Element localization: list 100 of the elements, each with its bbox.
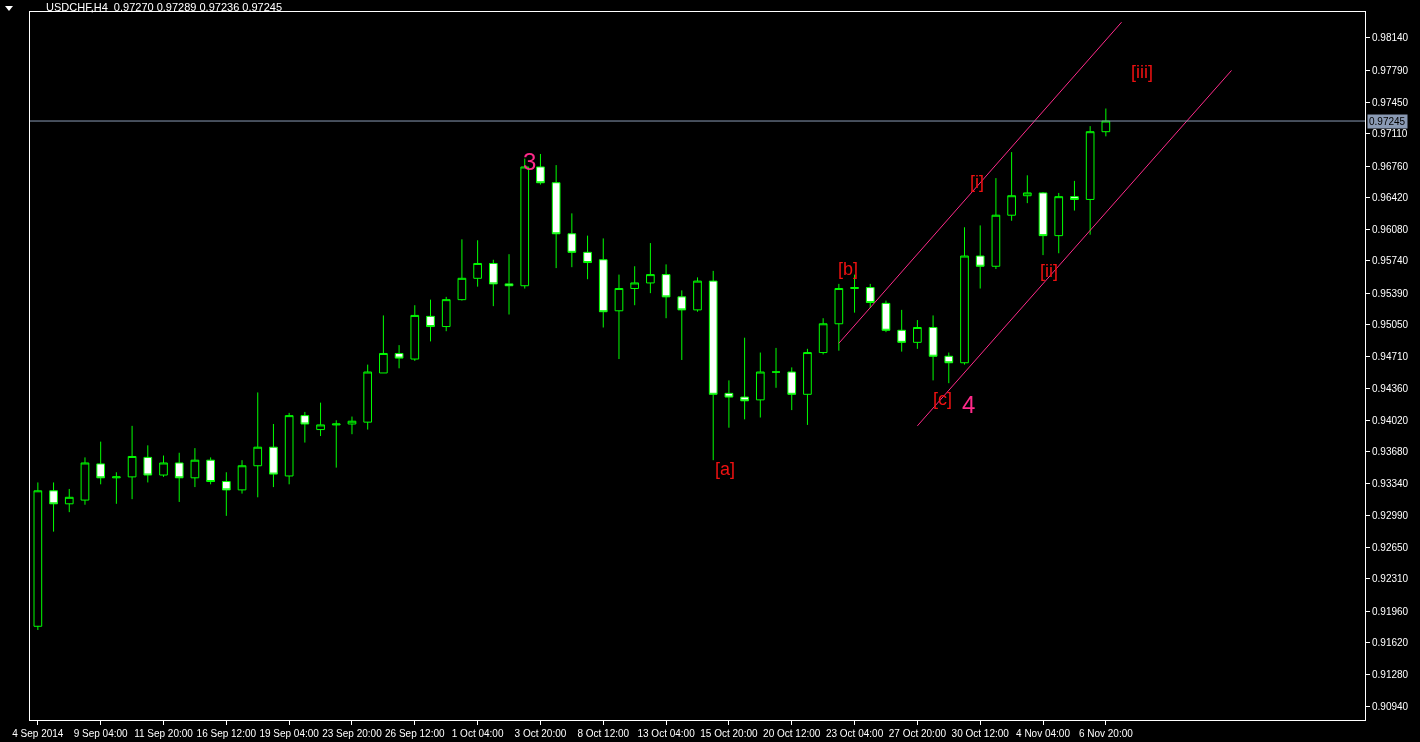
candlestick bbox=[928, 314, 938, 381]
y-tick-label: 0.97450 bbox=[1372, 96, 1409, 108]
y-tick-label: 0.96760 bbox=[1372, 160, 1409, 172]
y-tick-label: 0.94710 bbox=[1372, 350, 1409, 362]
candlestick bbox=[316, 402, 325, 437]
y-tick-label: 0.90940 bbox=[1372, 700, 1409, 712]
candlestick bbox=[551, 164, 561, 269]
candlestick bbox=[143, 444, 153, 483]
candlestick bbox=[237, 459, 247, 495]
candlestick bbox=[724, 379, 734, 429]
y-tick-label: 0.95740 bbox=[1372, 255, 1409, 267]
annotation: [i] bbox=[970, 172, 985, 192]
x-tick-label: 4 Sep 2014 bbox=[12, 728, 64, 739]
candlestick bbox=[1022, 174, 1032, 204]
candlestick bbox=[64, 488, 74, 513]
candlestick bbox=[441, 296, 451, 332]
candlestick bbox=[174, 452, 184, 503]
candlestick bbox=[818, 317, 828, 355]
candlestick bbox=[206, 456, 215, 485]
y-tick-label: 0.96420 bbox=[1372, 192, 1409, 204]
candlestick bbox=[755, 352, 765, 418]
candlestick bbox=[1085, 125, 1095, 236]
x-tick-label: 3 Oct 20:00 bbox=[514, 728, 567, 739]
candlestick bbox=[426, 299, 435, 342]
y-tick-label: 0.91620 bbox=[1372, 637, 1409, 649]
y-tick-label: 0.94360 bbox=[1372, 383, 1409, 395]
annotation: [a] bbox=[715, 459, 736, 479]
annotation: [iii] bbox=[1131, 62, 1153, 82]
candlestick bbox=[1054, 192, 1064, 254]
y-tick-label: 0.98140 bbox=[1372, 32, 1409, 44]
candlestick bbox=[473, 239, 482, 288]
candlestick bbox=[331, 419, 341, 469]
candlestick bbox=[630, 265, 640, 306]
candlestick bbox=[583, 235, 592, 280]
y-tick-label: 0.94020 bbox=[1372, 414, 1409, 426]
candlestick bbox=[913, 319, 922, 350]
candlestick bbox=[221, 471, 231, 517]
x-tick-label: 6 Nov 20:00 bbox=[1078, 728, 1134, 739]
candlestick bbox=[96, 441, 106, 485]
x-tick-label: 23 Oct 04:00 bbox=[825, 728, 884, 739]
candlestick bbox=[269, 423, 278, 488]
y-tick-label: 0.91280 bbox=[1372, 669, 1409, 681]
candlestick bbox=[1070, 180, 1079, 212]
x-tick-label: 13 Oct 04:00 bbox=[637, 728, 696, 739]
annotation: [c] bbox=[933, 389, 953, 409]
candlestick bbox=[112, 471, 121, 505]
y-tick-label: 0.91960 bbox=[1372, 605, 1409, 617]
candlestick bbox=[975, 224, 985, 290]
x-tick-label: 20 Oct 12:00 bbox=[763, 728, 821, 739]
candlestick bbox=[865, 283, 875, 309]
candlestick bbox=[300, 411, 310, 444]
x-tick-label: 9 Sep 04:00 bbox=[73, 728, 129, 739]
candlestick bbox=[190, 447, 200, 488]
candlestick bbox=[740, 337, 749, 420]
x-tick-label: 15 Oct 20:00 bbox=[700, 728, 758, 739]
candlestick bbox=[33, 481, 43, 631]
candlestick bbox=[159, 455, 168, 478]
x-tick-label: 30 Oct 12:00 bbox=[951, 728, 1010, 739]
candlestick bbox=[991, 177, 1001, 270]
annotation: 3 bbox=[523, 148, 537, 175]
chart-title: USDCHF,H4 0.97270 0.97289 0.97236 0.97245 bbox=[46, 1, 283, 14]
candlestick bbox=[567, 212, 577, 268]
y-tick-label: 0.93340 bbox=[1372, 477, 1409, 489]
candlestick bbox=[787, 366, 797, 411]
x-tick-label: 19 Sep 04:00 bbox=[259, 728, 320, 739]
candlestick bbox=[1038, 191, 1048, 256]
candlestick bbox=[1101, 108, 1111, 137]
candlestick bbox=[49, 481, 58, 533]
x-tick-label: 16 Sep 12:00 bbox=[196, 728, 257, 739]
annotation: [b] bbox=[838, 259, 859, 279]
y-tick-label: 0.97790 bbox=[1372, 64, 1409, 76]
y-tick-label: 0.97110 bbox=[1372, 128, 1408, 140]
candlestick bbox=[80, 456, 90, 506]
candlestick bbox=[363, 364, 373, 431]
candlestick bbox=[536, 153, 545, 186]
candlestick bbox=[803, 348, 812, 426]
x-tick-label: 11 Sep 20:00 bbox=[134, 728, 194, 739]
y-tick-label: 0.92310 bbox=[1372, 573, 1409, 585]
annotation: 4 bbox=[962, 391, 976, 418]
y-tick-label: 0.93680 bbox=[1372, 446, 1409, 458]
candlestick bbox=[379, 314, 388, 374]
y-tick-label: 0.92990 bbox=[1372, 510, 1409, 522]
candlestick bbox=[410, 304, 420, 362]
candlestick bbox=[488, 259, 498, 307]
x-tick-label: 1 Oct 04:00 bbox=[451, 728, 504, 739]
candlestick bbox=[457, 238, 467, 302]
ref-line-label: 0.97245 bbox=[1369, 116, 1406, 127]
candlestick bbox=[944, 352, 954, 384]
x-tick-label: 27 Oct 20:00 bbox=[888, 728, 947, 739]
annotation: [ii] bbox=[1040, 261, 1058, 281]
candlestick bbox=[834, 283, 844, 352]
candlestick bbox=[897, 309, 907, 353]
x-tick-label: 8 Oct 12:00 bbox=[577, 728, 630, 739]
candlestick bbox=[960, 226, 969, 366]
candlestick bbox=[394, 344, 404, 369]
y-tick-label: 0.95050 bbox=[1372, 319, 1409, 331]
y-tick-label: 0.96080 bbox=[1372, 223, 1409, 235]
x-tick-label: 4 Nov 04:00 bbox=[1016, 728, 1071, 739]
candlestick bbox=[677, 289, 687, 361]
candlestick bbox=[1007, 151, 1016, 222]
